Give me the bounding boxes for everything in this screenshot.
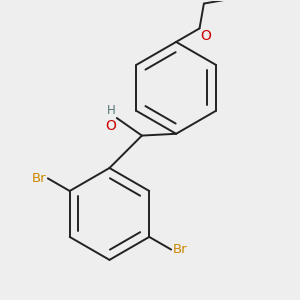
Text: H: H: [107, 104, 116, 117]
Text: O: O: [105, 119, 116, 133]
Text: Br: Br: [32, 172, 46, 185]
Text: O: O: [200, 29, 211, 43]
Text: Br: Br: [173, 243, 188, 256]
